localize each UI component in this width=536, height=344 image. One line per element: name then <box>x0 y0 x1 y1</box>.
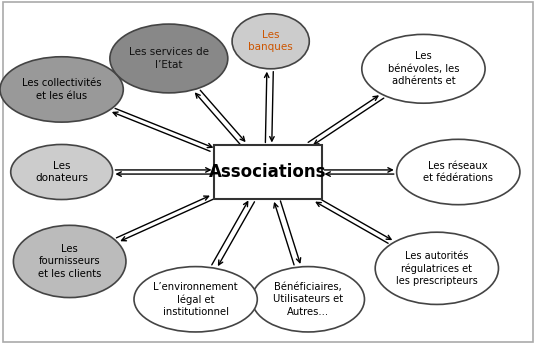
Ellipse shape <box>232 14 309 69</box>
Ellipse shape <box>375 232 498 304</box>
FancyBboxPatch shape <box>3 2 533 342</box>
Text: Les collectivités
et les élus: Les collectivités et les élus <box>22 78 101 101</box>
Ellipse shape <box>110 24 228 93</box>
Text: Les
donateurs: Les donateurs <box>35 161 88 183</box>
Text: Bénéficiaires,
Utilisateurs et
Autres...: Bénéficiaires, Utilisateurs et Autres... <box>273 282 343 317</box>
Ellipse shape <box>0 57 123 122</box>
Text: Les
fournisseurs
et les clients: Les fournisseurs et les clients <box>38 244 101 279</box>
Ellipse shape <box>362 34 485 103</box>
Ellipse shape <box>397 139 520 205</box>
Ellipse shape <box>134 267 257 332</box>
Text: Les réseaux
et fédérations: Les réseaux et fédérations <box>423 161 493 183</box>
Text: Les
banques: Les banques <box>248 30 293 53</box>
Text: Associations: Associations <box>209 163 327 181</box>
Ellipse shape <box>11 144 113 200</box>
Text: Les services de
l’Etat: Les services de l’Etat <box>129 47 209 70</box>
FancyBboxPatch shape <box>214 145 322 199</box>
Text: Les
bénévoles, les
adhérents et: Les bénévoles, les adhérents et <box>388 51 459 86</box>
Ellipse shape <box>252 267 364 332</box>
Text: L’environnement
légal et
institutionnel: L’environnement légal et institutionnel <box>153 281 238 317</box>
Ellipse shape <box>13 225 126 298</box>
Text: Les autorités
régulatrices et
les prescripteurs: Les autorités régulatrices et les prescr… <box>396 250 478 286</box>
